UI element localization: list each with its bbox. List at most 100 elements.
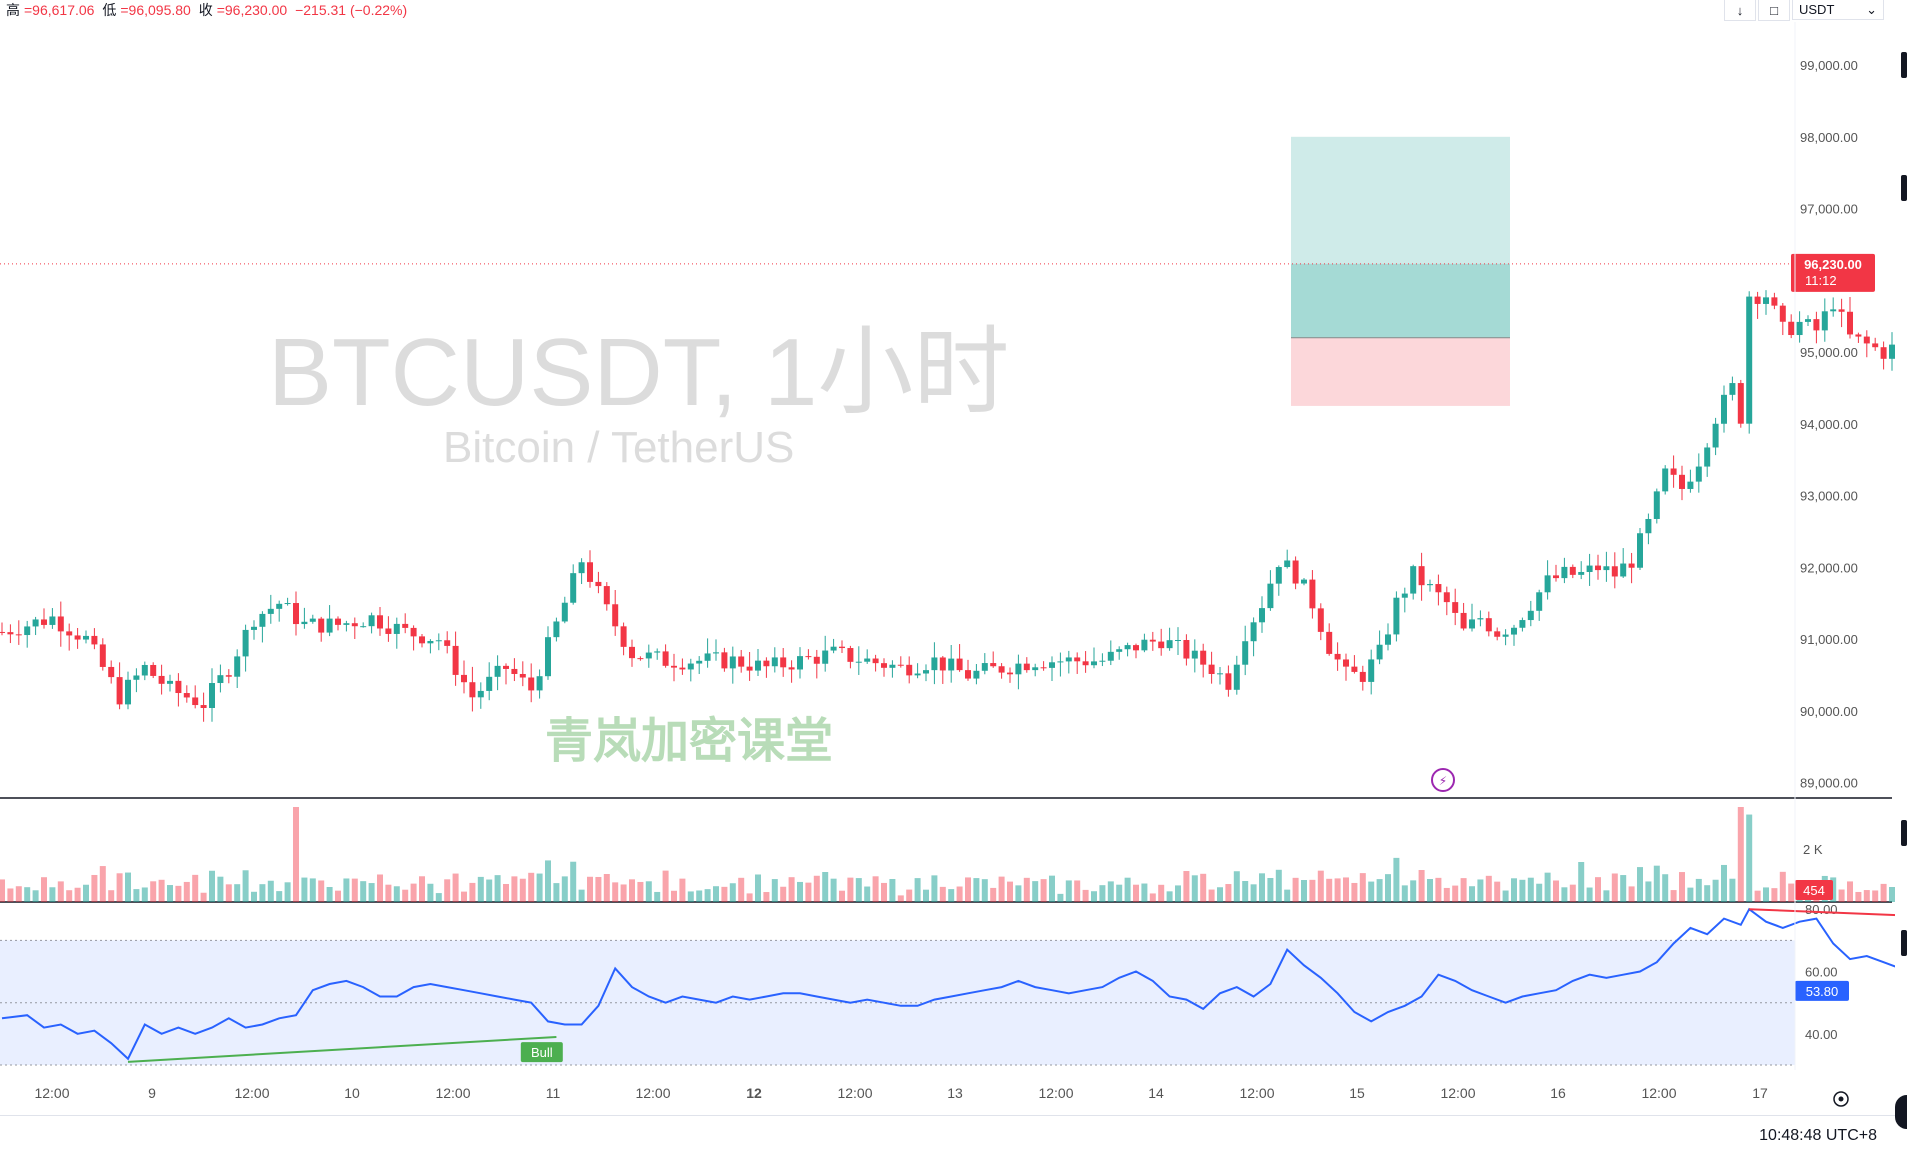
volume-bar[interactable]: [419, 876, 425, 902]
candle-body[interactable]: [1485, 618, 1492, 632]
candle-body[interactable]: [1183, 640, 1190, 659]
volume-bar[interactable]: [1023, 877, 1030, 902]
candle-body[interactable]: [1116, 649, 1123, 652]
volume-bar[interactable]: [7, 888, 14, 902]
candle-body[interactable]: [1023, 663, 1030, 671]
volume-bar[interactable]: [1611, 873, 1618, 902]
volume-bar[interactable]: [1687, 887, 1694, 902]
candle-body[interactable]: [1863, 336, 1870, 344]
volume-bar[interactable]: [217, 876, 224, 902]
candle-body[interactable]: [1032, 667, 1039, 671]
lightning-event-icon[interactable]: [1431, 768, 1455, 792]
volume-bar[interactable]: [1880, 883, 1887, 902]
volume-bar[interactable]: [1771, 888, 1778, 902]
candle-body[interactable]: [1267, 583, 1274, 609]
volume-bar[interactable]: [788, 877, 795, 902]
candle-body[interactable]: [923, 670, 929, 674]
volume-bar[interactable]: [293, 807, 299, 902]
volume-bar[interactable]: [1637, 867, 1643, 902]
candle-body[interactable]: [1175, 640, 1181, 642]
volume-bar[interactable]: [32, 890, 39, 902]
candle-body[interactable]: [74, 635, 81, 640]
candle-body[interactable]: [738, 656, 745, 667]
candle-body[interactable]: [511, 668, 518, 674]
volume-bar[interactable]: [125, 872, 131, 902]
candle-body[interactable]: [393, 623, 400, 634]
volume-bar[interactable]: [1729, 878, 1736, 902]
candle-body[interactable]: [1536, 592, 1543, 611]
volume-bar[interactable]: [1183, 871, 1190, 902]
volume-bar[interactable]: [175, 885, 182, 902]
candle-body[interactable]: [1015, 663, 1022, 675]
volume-bar[interactable]: [729, 883, 736, 902]
volume-bar[interactable]: [1175, 885, 1181, 902]
candle-body[interactable]: [259, 613, 266, 627]
candle-body[interactable]: [654, 651, 661, 653]
volume-bar[interactable]: [141, 887, 148, 902]
volume-bar[interactable]: [150, 881, 157, 902]
volume-bar[interactable]: [830, 878, 837, 902]
volume-bar[interactable]: [1460, 878, 1467, 902]
candle-body[interactable]: [1309, 579, 1316, 609]
candle-body[interactable]: [881, 663, 887, 668]
candle-body[interactable]: [763, 660, 770, 667]
candle-body[interactable]: [545, 637, 551, 677]
candle-body[interactable]: [368, 615, 375, 627]
candle-body[interactable]: [150, 664, 157, 676]
candle-body[interactable]: [813, 656, 820, 664]
volume-bar[interactable]: [981, 879, 988, 902]
volume-bar[interactable]: [343, 878, 350, 902]
candle-body[interactable]: [889, 664, 896, 668]
candle-body[interactable]: [587, 562, 593, 582]
volume-bar[interactable]: [1301, 880, 1307, 902]
volume-bar[interactable]: [519, 878, 526, 902]
edge-handle[interactable]: [1895, 1095, 1907, 1129]
volume-bar[interactable]: [1317, 870, 1324, 902]
candle-body[interactable]: [377, 615, 383, 629]
candle-body[interactable]: [1595, 565, 1601, 571]
candle-body[interactable]: [620, 626, 627, 647]
candle-body[interactable]: [1091, 661, 1097, 666]
candle-body[interactable]: [528, 677, 535, 691]
candle-body[interactable]: [1250, 622, 1257, 642]
volume-bar[interactable]: [528, 872, 535, 902]
volume-bar[interactable]: [1578, 862, 1585, 902]
volume-bar[interactable]: [1351, 882, 1358, 902]
candle-body[interactable]: [360, 626, 367, 628]
candle-body[interactable]: [797, 656, 803, 670]
candle-body[interactable]: [494, 665, 501, 677]
volume-bar[interactable]: [797, 881, 803, 902]
volume-bar[interactable]: [49, 887, 56, 902]
edge-handle[interactable]: [1901, 820, 1907, 846]
volume-bar[interactable]: [1847, 881, 1853, 902]
candle-body[interactable]: [284, 603, 291, 605]
candle-body[interactable]: [1133, 645, 1139, 651]
volume-bar[interactable]: [1191, 875, 1198, 902]
volume-bar[interactable]: [1275, 869, 1282, 902]
volume-bar[interactable]: [746, 893, 753, 902]
volume-bar[interactable]: [259, 884, 266, 902]
candle-body[interactable]: [1553, 575, 1559, 579]
candle-body[interactable]: [1729, 383, 1736, 395]
candle-body[interactable]: [1561, 566, 1568, 579]
volume-bar[interactable]: [687, 891, 694, 902]
candle-body[interactable]: [1376, 644, 1383, 660]
volume-bar[interactable]: [133, 889, 140, 902]
volume-bar[interactable]: [931, 875, 938, 902]
volume-bar[interactable]: [1519, 879, 1526, 902]
volume-bar[interactable]: [1116, 884, 1123, 902]
edge-handle[interactable]: [1901, 175, 1907, 201]
candle-body[interactable]: [1326, 631, 1333, 654]
volume-bar[interactable]: [1435, 877, 1442, 902]
volume-bar[interactable]: [511, 876, 518, 902]
candle-body[interactable]: [1401, 593, 1408, 598]
candle-body[interactable]: [183, 693, 190, 698]
candle-body[interactable]: [1679, 474, 1685, 489]
volume-bar[interactable]: [973, 878, 980, 902]
volume-bar[interactable]: [1259, 873, 1265, 902]
volume-bar[interactable]: [318, 880, 325, 902]
volume-bar[interactable]: [1427, 878, 1433, 902]
volume-bar[interactable]: [1141, 883, 1148, 902]
candle-body[interactable]: [200, 705, 207, 708]
